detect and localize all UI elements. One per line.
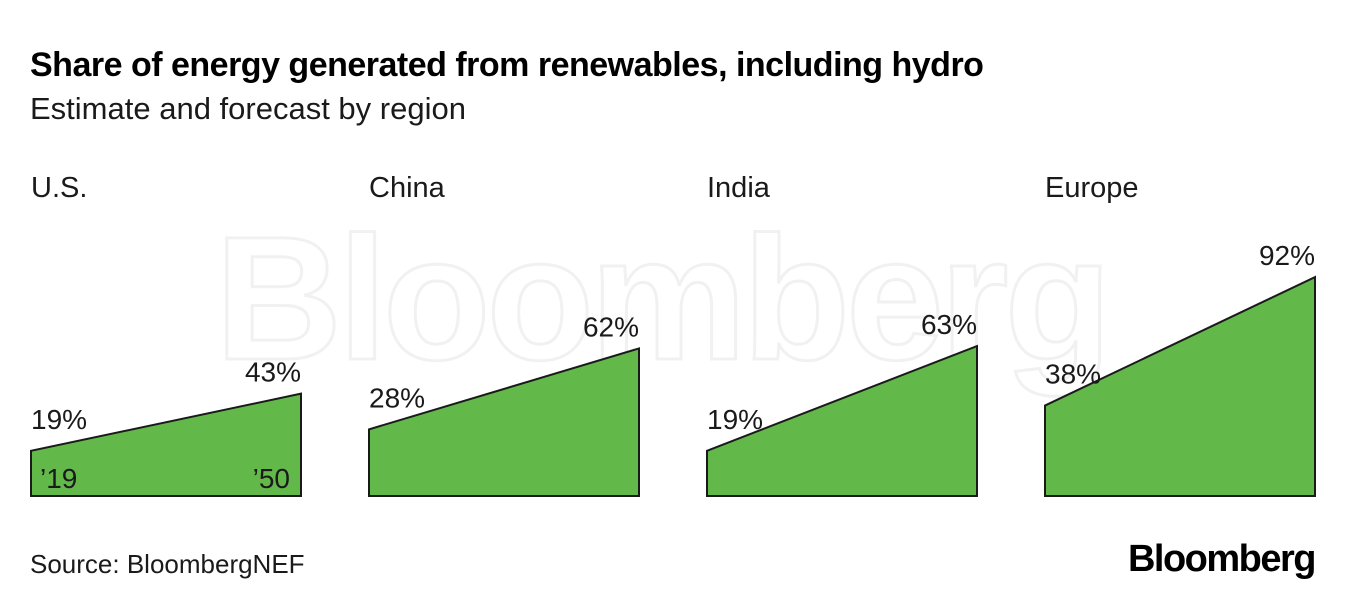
area-1 — [368, 347, 640, 497]
start-value-label: 28% — [369, 382, 425, 413]
source-note: Source: BloombergNEF — [30, 549, 305, 579]
end-value-label: 92% — [1259, 240, 1315, 271]
end-value-label: 62% — [583, 311, 639, 342]
start-value-label: 19% — [707, 404, 763, 435]
bloomberg-logo: Bloomberg — [1127, 538, 1317, 580]
end-value-label: 63% — [921, 309, 977, 340]
panel-title: U.S. — [31, 172, 87, 204]
chart-subtitle: Estimate and forecast by region — [30, 91, 466, 126]
area-2 — [706, 344, 978, 497]
start-value-label: 38% — [1045, 359, 1101, 390]
panel-title: Europe — [1045, 172, 1139, 204]
chart-title: Share of energy generated from renewable… — [30, 46, 984, 84]
x-tick-label-end: ’50 — [253, 463, 290, 494]
end-value-label: 43% — [245, 357, 301, 388]
x-tick-label-start: ’19 — [40, 463, 77, 494]
area-3 — [1044, 275, 1316, 497]
start-value-label: 19% — [31, 404, 87, 435]
panel-title: India — [707, 172, 771, 204]
area-0 — [30, 392, 302, 497]
panel-title: China — [369, 172, 446, 204]
